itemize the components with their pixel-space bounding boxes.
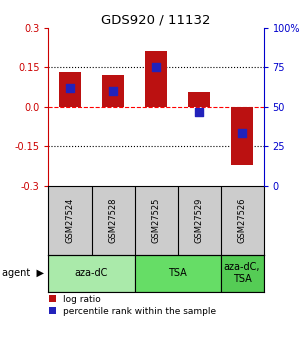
Text: GSM27525: GSM27525 — [152, 197, 161, 243]
Point — [111, 88, 115, 93]
Legend: log ratio, percentile rank within the sample: log ratio, percentile rank within the sa… — [47, 293, 218, 317]
Text: GSM27529: GSM27529 — [195, 197, 204, 243]
Text: GSM27526: GSM27526 — [238, 197, 247, 243]
Bar — [231, 107, 253, 165]
Point — [240, 130, 245, 136]
Bar — [59, 72, 81, 107]
Bar — [221, 255, 264, 292]
Title: GDS920 / 11132: GDS920 / 11132 — [101, 13, 211, 27]
Text: GSM27528: GSM27528 — [108, 197, 118, 243]
Point — [154, 64, 158, 70]
Point — [197, 109, 201, 115]
Text: aza-dC: aza-dC — [75, 268, 108, 278]
Bar — [102, 75, 124, 107]
Text: aza-dC,
TSA: aza-dC, TSA — [224, 263, 260, 284]
Point — [68, 86, 72, 91]
Text: TSA: TSA — [168, 268, 187, 278]
Bar — [135, 255, 221, 292]
Text: GSM27524: GSM27524 — [65, 197, 75, 243]
Bar — [145, 51, 167, 107]
Bar — [48, 255, 135, 292]
Bar — [188, 92, 210, 107]
Text: agent  ▶: agent ▶ — [2, 268, 44, 278]
